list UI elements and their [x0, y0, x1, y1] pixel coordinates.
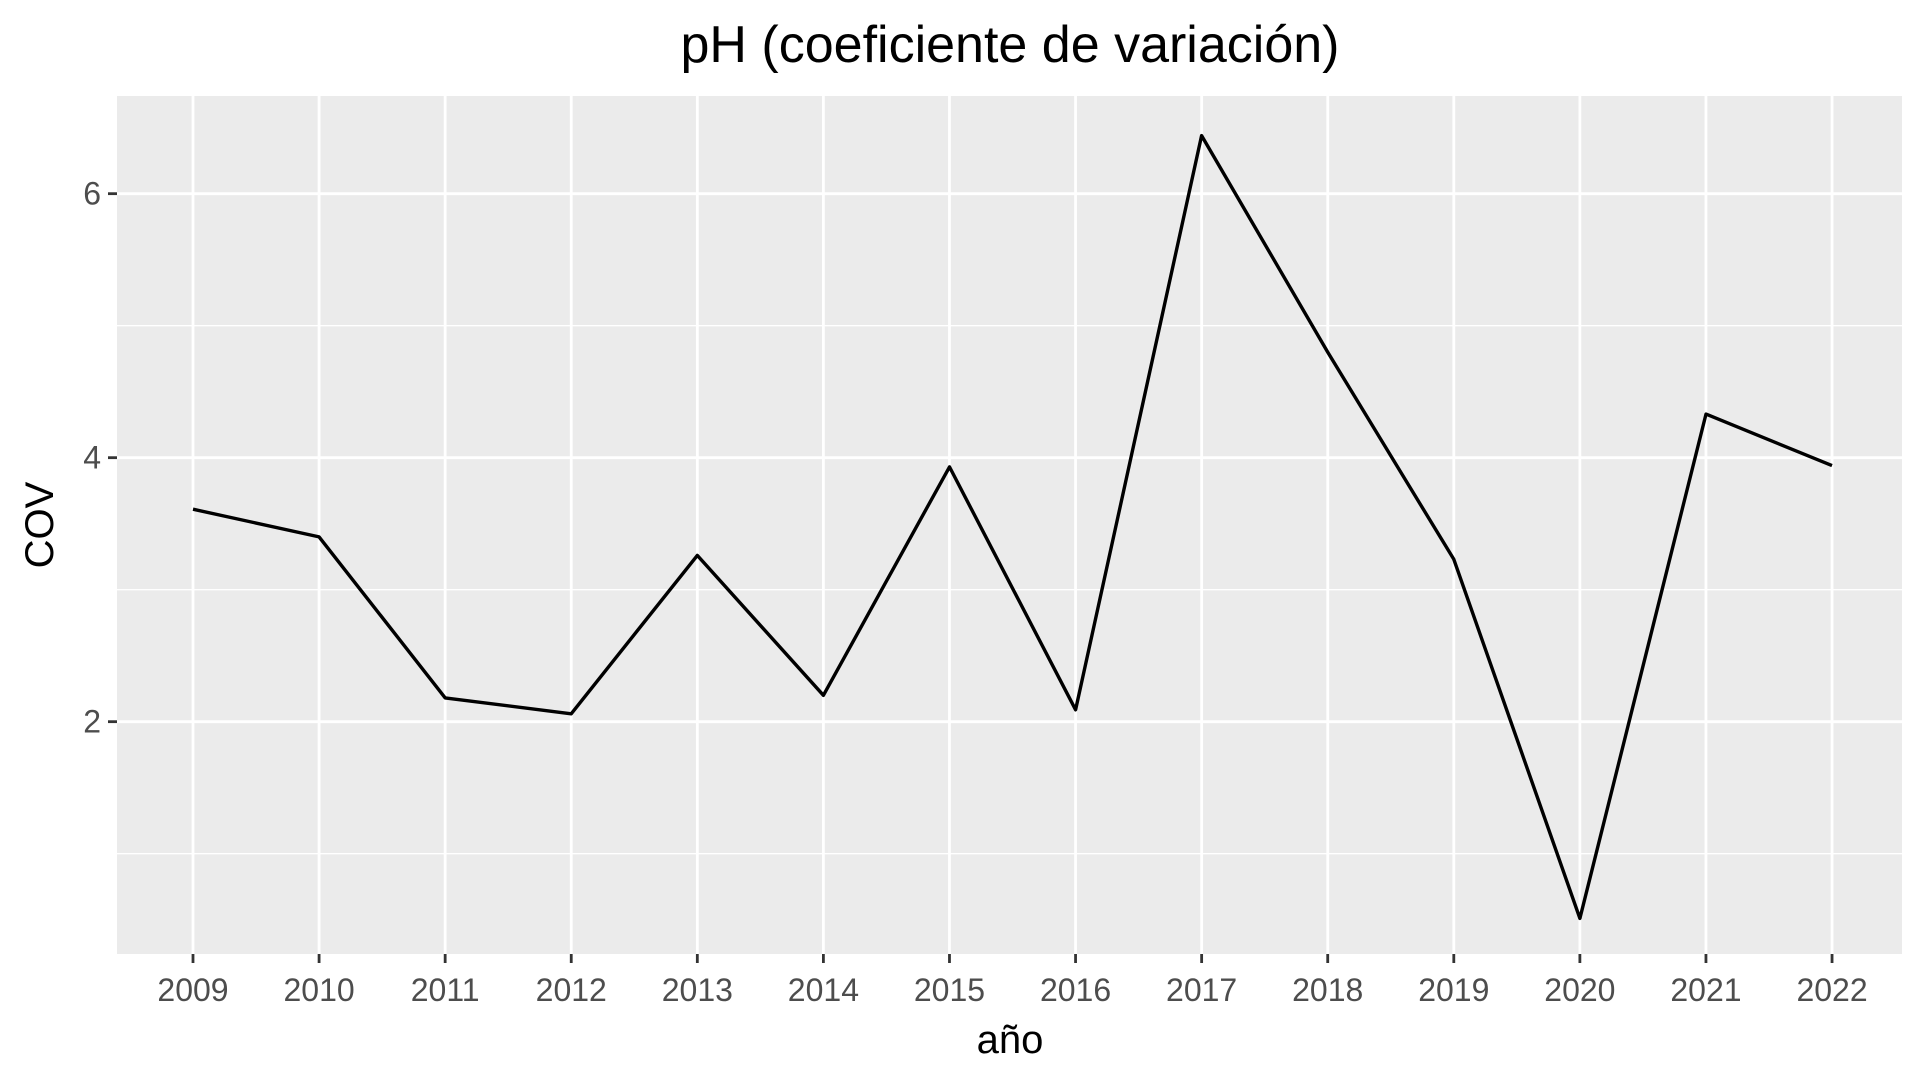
- data-point: [1074, 708, 1078, 712]
- data-point: [1326, 350, 1330, 354]
- data-point: [947, 465, 951, 469]
- y-tick-label: 4: [83, 440, 101, 476]
- y-axis: 2 4 6: [83, 176, 117, 740]
- data-point: [443, 696, 447, 700]
- x-axis: 2009 2010 2011 2012 2013 2014 2015 2016 2017 2018…: [157, 954, 1868, 1008]
- data-point: [569, 712, 573, 716]
- data-point: [1578, 916, 1582, 920]
- x-tick-label: 2009: [157, 972, 228, 1008]
- data-point: [821, 693, 825, 697]
- y-tick-label: 6: [83, 176, 101, 212]
- x-tick-label: 2016: [1040, 972, 1111, 1008]
- x-tick-label: 2022: [1796, 972, 1867, 1008]
- data-point: [191, 507, 195, 511]
- data-point: [1704, 412, 1708, 416]
- x-tick-label: 2019: [1418, 972, 1489, 1008]
- series-line: [192, 133, 1833, 921]
- x-tick-label: 2010: [283, 972, 354, 1008]
- x-tick-label: 2021: [1670, 972, 1741, 1008]
- x-tick-label: 2014: [788, 972, 859, 1008]
- x-tick-label: 2011: [411, 972, 480, 1008]
- chart-title: pH (coeficiente de variación): [681, 16, 1340, 74]
- minor-gridlines: [117, 324, 1902, 855]
- data-point: [1452, 557, 1456, 561]
- y-tick-label: 2: [83, 704, 101, 740]
- data-point: [695, 553, 699, 557]
- major-gridlines: [117, 96, 1902, 954]
- series-layer: [191, 133, 1834, 921]
- x-tick-label: 2020: [1544, 972, 1615, 1008]
- plot-panel: [117, 96, 1902, 954]
- x-tick-label: 2015: [914, 972, 985, 1008]
- data-point: [1200, 134, 1204, 138]
- data-point: [317, 535, 321, 539]
- data-point: [1830, 464, 1834, 468]
- x-tick-label: 2018: [1292, 972, 1363, 1008]
- y-axis-title: COV: [18, 481, 62, 568]
- x-tick-label: 2017: [1166, 972, 1237, 1008]
- x-tick-label: 2012: [536, 972, 607, 1008]
- x-axis-title: año: [977, 1018, 1044, 1062]
- x-tick-label: 2013: [662, 972, 733, 1008]
